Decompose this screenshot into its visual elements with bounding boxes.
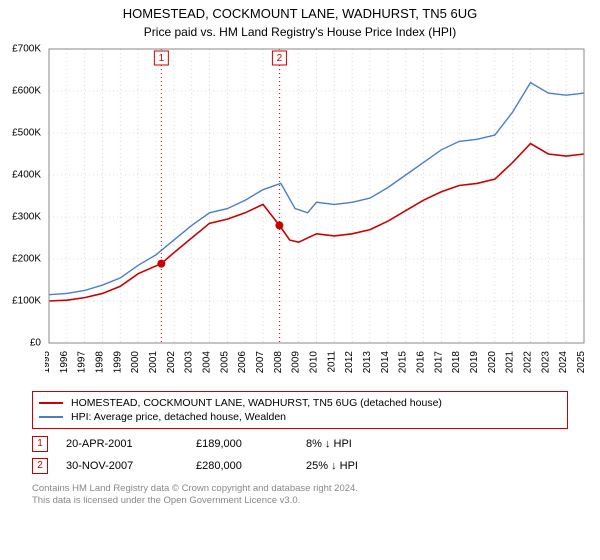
chart-plot: 1 2 1995 1996 1997 1998 1999 2000 2001 2002 2003 20…: [45, 43, 590, 383]
svg-text:2020: 2020: [487, 350, 498, 373]
footer-line-2: This data is licensed under the Open Gov…: [32, 495, 568, 507]
marker-pct: 25% ↓ HPI: [306, 460, 416, 472]
svg-text:2014: 2014: [380, 350, 391, 373]
svg-text:2005: 2005: [219, 350, 230, 373]
svg-text:2018: 2018: [451, 350, 462, 373]
svg-text:2010: 2010: [309, 350, 320, 373]
y-tick-label: £600K: [12, 85, 45, 96]
svg-text:2013: 2013: [362, 350, 373, 373]
svg-text:1995: 1995: [45, 350, 52, 373]
legend-swatch: [39, 416, 63, 418]
svg-text:2023: 2023: [540, 350, 551, 373]
legend-label: HPI: Average price, detached house, Weal…: [71, 411, 286, 423]
marker-date: 20-APR-2001: [66, 438, 196, 450]
y-tick-label: £500K: [12, 127, 45, 138]
legend-swatch: [39, 402, 63, 404]
y-tick-label: £0: [30, 337, 45, 348]
y-tick-label: £700K: [12, 43, 45, 54]
svg-text:2025: 2025: [576, 350, 587, 373]
svg-text:2007: 2007: [255, 350, 266, 373]
svg-text:2015: 2015: [398, 350, 409, 373]
svg-text:2022: 2022: [523, 350, 534, 373]
legend-box: HOMESTEAD, COCKMOUNT LANE, WADHURST, TN5…: [32, 391, 568, 429]
svg-text:1999: 1999: [112, 350, 123, 373]
y-tick-label: £200K: [12, 253, 45, 264]
chart-svg: 1 2 1995 1996 1997 1998 1999 2000 2001 2002 2003 20…: [45, 43, 590, 383]
marker-row-1: 1 20-APR-2001£189,0008% ↓ HPI: [32, 433, 568, 455]
svg-text:2019: 2019: [469, 350, 480, 373]
svg-text:1998: 1998: [95, 350, 106, 373]
marker-row-2: 2 30-NOV-2007£280,00025% ↓ HPI: [32, 455, 568, 477]
svg-text:2016: 2016: [416, 350, 427, 373]
svg-text:2009: 2009: [291, 350, 302, 373]
svg-text:2008: 2008: [273, 350, 284, 373]
legend-row-hpi: HPI: Average price, detached house, Weal…: [39, 410, 561, 424]
svg-text:2011: 2011: [326, 350, 337, 372]
svg-text:2002: 2002: [166, 350, 177, 373]
svg-text:2001: 2001: [148, 350, 159, 373]
chart-title: HOMESTEAD, COCKMOUNT LANE, WADHURST, TN5…: [0, 0, 600, 23]
marker-price: £189,000: [196, 438, 306, 450]
y-tick-label: £300K: [12, 211, 45, 222]
y-tick-label: £400K: [12, 169, 45, 180]
svg-text:2004: 2004: [202, 350, 213, 373]
marker-table: 1 20-APR-2001£189,0008% ↓ HPI 2 30-NOV-2007…: [32, 433, 568, 477]
svg-text:2017: 2017: [433, 350, 444, 373]
svg-text:1: 1: [159, 53, 165, 64]
footer-attribution: Contains HM Land Registry data © Crown c…: [32, 483, 568, 508]
svg-text:2: 2: [277, 53, 283, 64]
y-tick-label: £100K: [12, 295, 45, 306]
marker-price: £280,000: [196, 460, 306, 472]
marker-badge-icon: 1: [32, 436, 48, 452]
svg-text:1997: 1997: [77, 350, 88, 373]
marker-date: 30-NOV-2007: [66, 460, 196, 472]
svg-text:1996: 1996: [59, 350, 70, 373]
marker-badge-icon: 2: [32, 458, 48, 474]
svg-text:2012: 2012: [344, 350, 355, 373]
footer-line-1: Contains HM Land Registry data © Crown c…: [32, 483, 568, 495]
chart-subtitle: Price paid vs. HM Land Registry's House …: [0, 23, 600, 43]
svg-text:2003: 2003: [184, 350, 195, 373]
svg-text:2024: 2024: [558, 350, 569, 373]
svg-text:2006: 2006: [237, 350, 248, 373]
svg-text:2000: 2000: [130, 350, 141, 373]
legend-label: HOMESTEAD, COCKMOUNT LANE, WADHURST, TN5…: [71, 397, 442, 409]
marker-pct: 8% ↓ HPI: [306, 438, 416, 450]
legend-row-property: HOMESTEAD, COCKMOUNT LANE, WADHURST, TN5…: [39, 396, 561, 410]
svg-text:2021: 2021: [505, 350, 516, 373]
